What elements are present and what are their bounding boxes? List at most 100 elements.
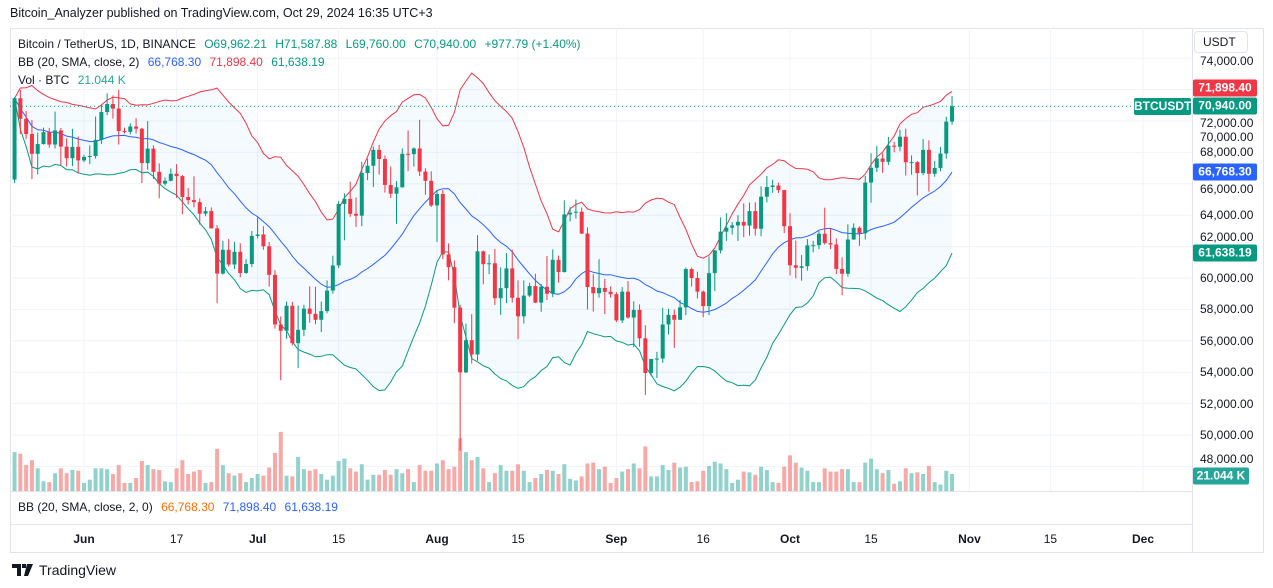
volume-bar: [325, 479, 330, 491]
volume-bar: [58, 468, 63, 491]
candle-body: [544, 286, 549, 294]
candle-body: [741, 221, 746, 226]
bb-band-fill: [14, 73, 953, 391]
volume-bar: [469, 460, 474, 491]
candle-body: [805, 245, 810, 267]
volume-bar: [105, 469, 110, 491]
volume-bar: [926, 465, 931, 491]
volume-bar: [759, 466, 764, 491]
volume-bar: [695, 481, 700, 491]
volume-label[interactable]: Vol · BTC: [18, 73, 70, 87]
volume-bar: [93, 468, 98, 491]
candle-body: [782, 190, 787, 227]
candle-body: [921, 149, 926, 174]
volume-bar: [585, 463, 590, 491]
volume-bar: [209, 482, 214, 491]
bb-upper-badge: 71,898.40: [1193, 79, 1257, 97]
volume-bar: [116, 465, 121, 491]
bb-lower-line: [14, 98, 953, 392]
candle-body: [29, 134, 34, 154]
price-tick-label: 62,000.00: [1200, 229, 1254, 244]
candle-body: [840, 268, 845, 274]
candle-body: [47, 132, 52, 145]
candle-body: [799, 266, 804, 268]
candle-body: [747, 211, 752, 226]
candle-body: [307, 308, 312, 314]
candle-body: [950, 106, 955, 122]
volume-bar: [921, 473, 926, 491]
volume-bar: [869, 458, 874, 491]
candle-body: [348, 198, 353, 214]
candle-body: [359, 172, 364, 216]
candle-body: [249, 235, 254, 265]
candle-body: [290, 305, 295, 344]
volume-bar: [735, 479, 740, 491]
candle-body: [504, 268, 509, 289]
volume-bar: [683, 466, 688, 491]
volume-legend-row: Vol · BTC 21.044 K: [18, 71, 586, 89]
price-tick-label: 70,000.00: [1200, 130, 1254, 144]
price-axis[interactable]: [1192, 28, 1264, 553]
candle-body: [388, 184, 393, 194]
date-tick-label: Oct: [779, 532, 801, 546]
symbol-name[interactable]: Bitcoin / TetherUS, 1D, BINANCE: [18, 37, 196, 51]
candle-body: [776, 185, 781, 191]
last-price-badge: 70,940.00: [1193, 97, 1257, 115]
candle-body: [892, 145, 897, 147]
volume-bar: [151, 469, 156, 491]
tradingview-logo[interactable]: TradingView: [12, 562, 116, 578]
volume-bar: [400, 473, 405, 491]
candle-body: [602, 287, 607, 292]
volume-bar: [516, 464, 521, 491]
volume-bar: [654, 476, 659, 491]
volume-bar: [145, 465, 150, 491]
volume-bar: [764, 469, 769, 491]
volume-bar: [840, 469, 845, 491]
volume-bar: [313, 469, 318, 491]
candle-body: [718, 231, 723, 251]
candle-body: [706, 273, 711, 307]
date-tick-label: Jun: [73, 532, 95, 546]
bb-label[interactable]: BB (20, SMA, close, 2): [18, 55, 140, 69]
candle-body: [435, 194, 440, 206]
candle-body: [215, 228, 220, 274]
candle-body: [759, 196, 764, 229]
candle-body: [475, 251, 480, 355]
candle-body: [527, 286, 532, 296]
candle-body: [660, 324, 665, 359]
candle-body: [834, 244, 839, 269]
price-chart[interactable]: [10, 28, 1192, 491]
candle-body: [377, 149, 382, 159]
volume-bar: [435, 463, 440, 491]
tradingview-logo-icon: [12, 564, 33, 576]
candle-body: [452, 267, 457, 308]
candle-body: [64, 146, 69, 159]
candle-body: [342, 198, 347, 204]
date-tick-label: Aug: [425, 532, 449, 546]
candle-body: [261, 234, 266, 247]
candle-body: [608, 291, 613, 295]
candle-body: [301, 308, 306, 330]
volume-bar: [82, 482, 86, 491]
published-by-line: Bitcoin_Analyzer published on TradingVie…: [10, 6, 433, 20]
volume-bar: [660, 465, 665, 491]
volume-bar: [406, 469, 411, 491]
change-value: +977.79 (+1.40%): [484, 37, 581, 51]
candle-body: [463, 340, 468, 373]
candle-body: [863, 182, 868, 234]
candle-body: [394, 187, 399, 194]
price-tick-label: 66,000.00: [1200, 181, 1254, 196]
candle-body: [492, 263, 497, 299]
volume-bar: [897, 481, 902, 491]
candle-body: [151, 148, 156, 172]
volume-bar: [76, 470, 81, 491]
volume-bar: [348, 468, 353, 491]
candle-body: [880, 158, 885, 162]
volume-bar: [932, 482, 937, 491]
candle-body: [701, 291, 706, 307]
currency-button[interactable]: USDT: [1194, 31, 1248, 53]
candle-body: [411, 148, 416, 155]
candle-body: [325, 290, 330, 312]
bb-pane-label[interactable]: BB (20, SMA, close, 2, 0): [18, 500, 153, 514]
candle-body: [770, 185, 775, 188]
